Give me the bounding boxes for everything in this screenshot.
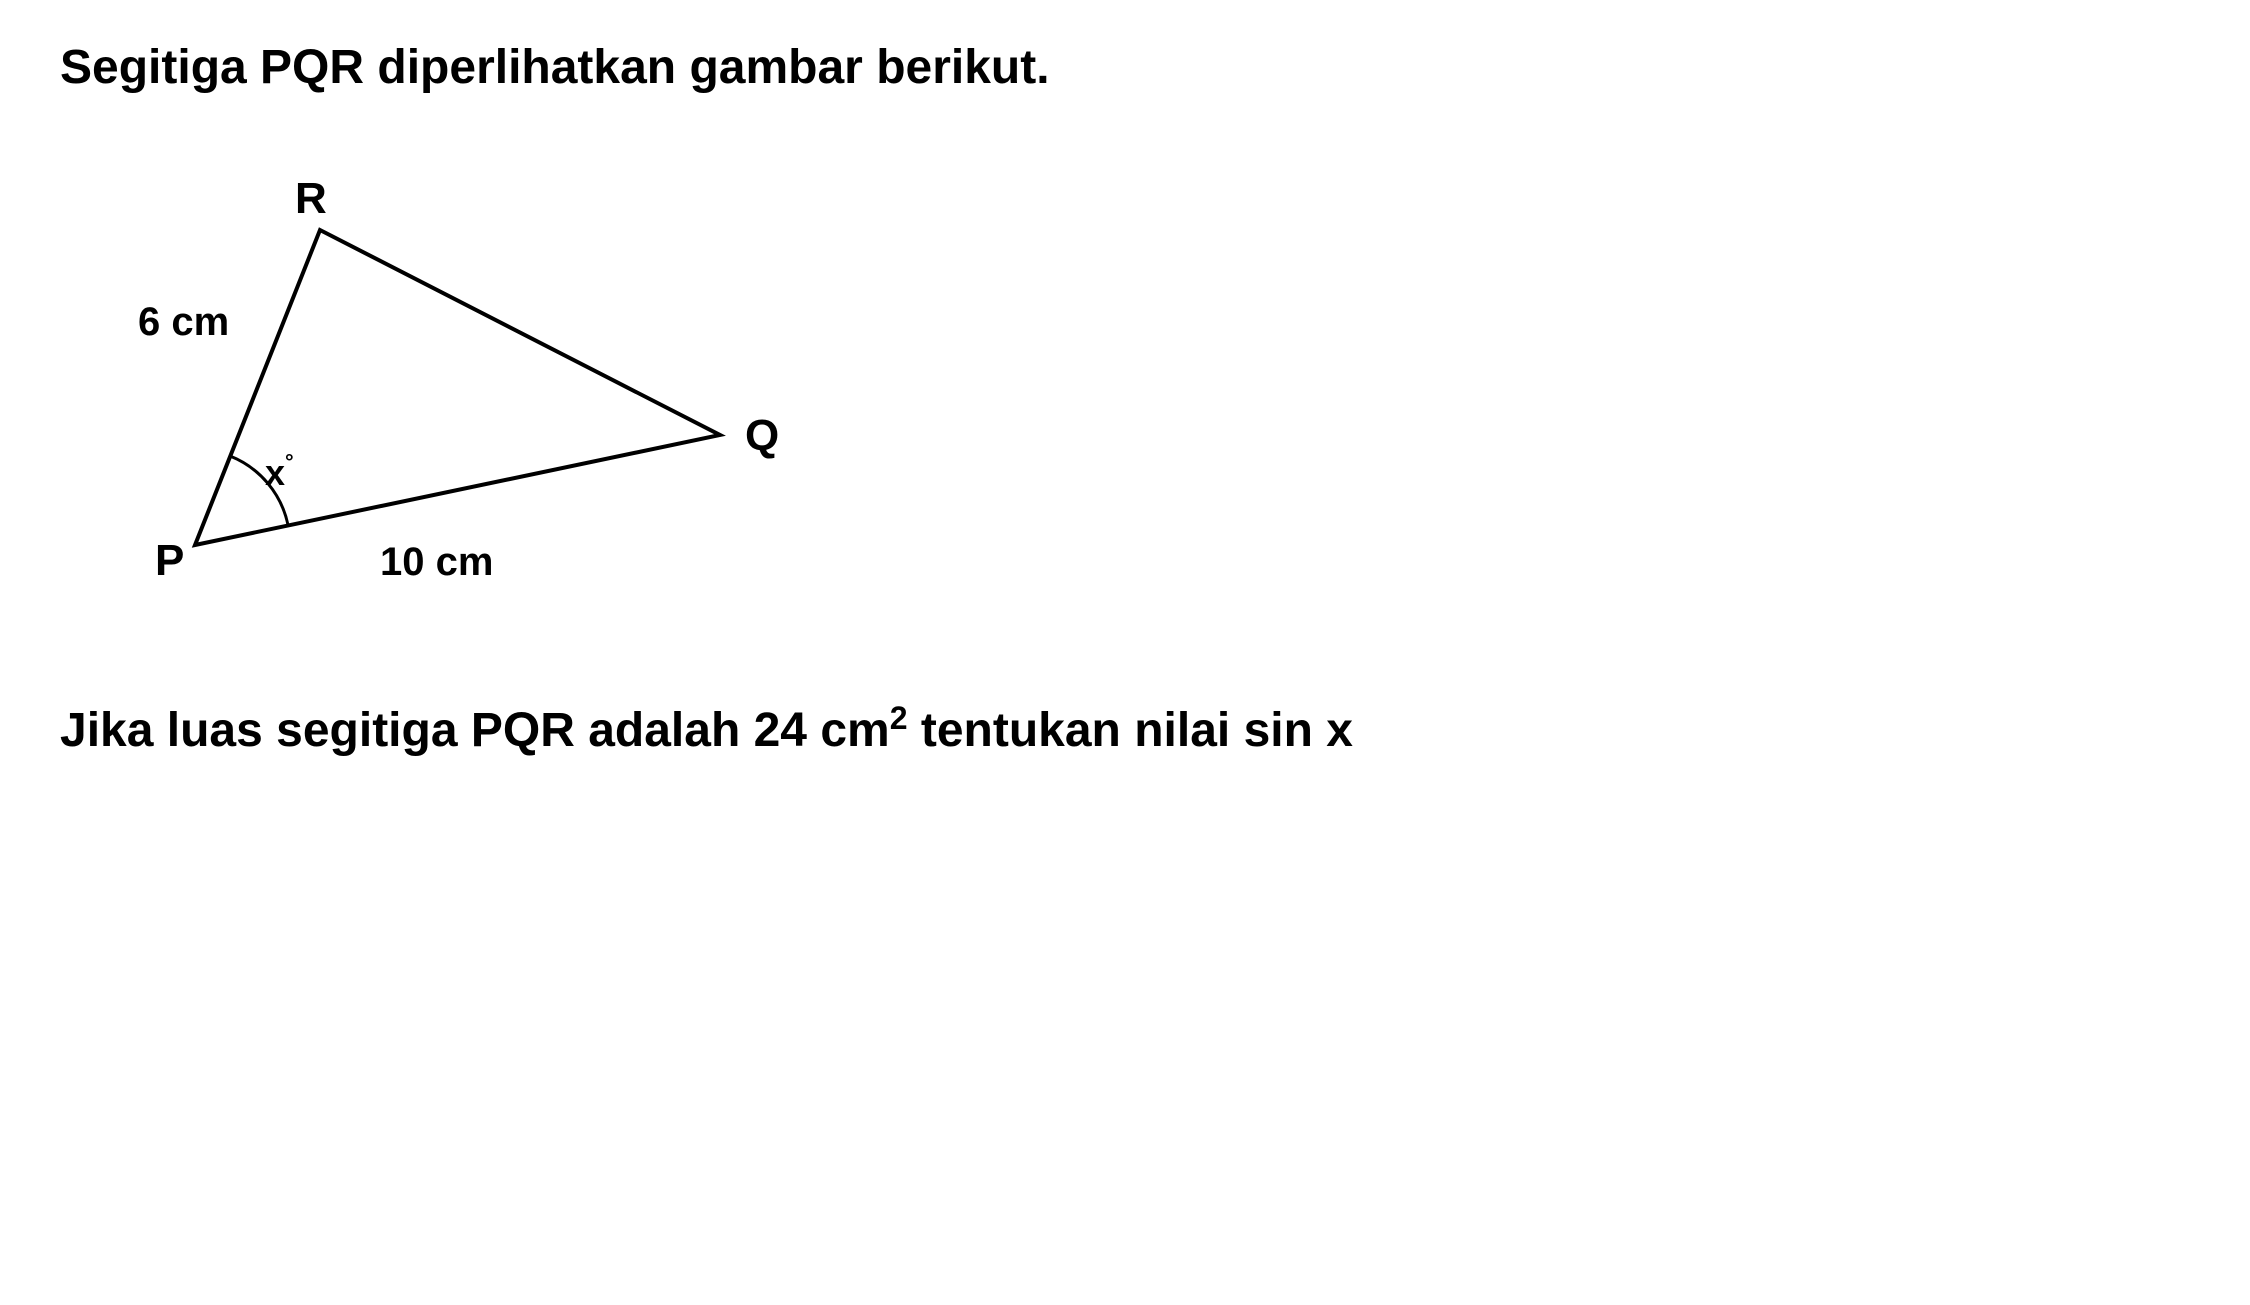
question-suffix: tentukan nilai sin x xyxy=(908,704,1353,757)
problem-question: Jika luas segitiga PQR adalah 24 cm2 ten… xyxy=(60,700,2190,758)
triangle-diagram: P Q R 6 cm 10 cm x° xyxy=(80,175,2190,600)
question-exponent: 2 xyxy=(890,700,908,736)
svg-text:P: P xyxy=(155,536,184,585)
svg-text:x°: x° xyxy=(265,449,294,493)
svg-text:10 cm: 10 cm xyxy=(380,540,493,584)
svg-text:R: R xyxy=(295,175,327,223)
problem-heading: Segitiga PQR diperlihatkan gambar beriku… xyxy=(60,40,2190,95)
question-prefix: Jika luas segitiga PQR adalah 24 cm xyxy=(60,704,890,757)
triangle-svg: P Q R 6 cm 10 cm x° xyxy=(80,175,780,595)
svg-text:6 cm: 6 cm xyxy=(138,300,229,344)
svg-text:Q: Q xyxy=(745,411,779,460)
